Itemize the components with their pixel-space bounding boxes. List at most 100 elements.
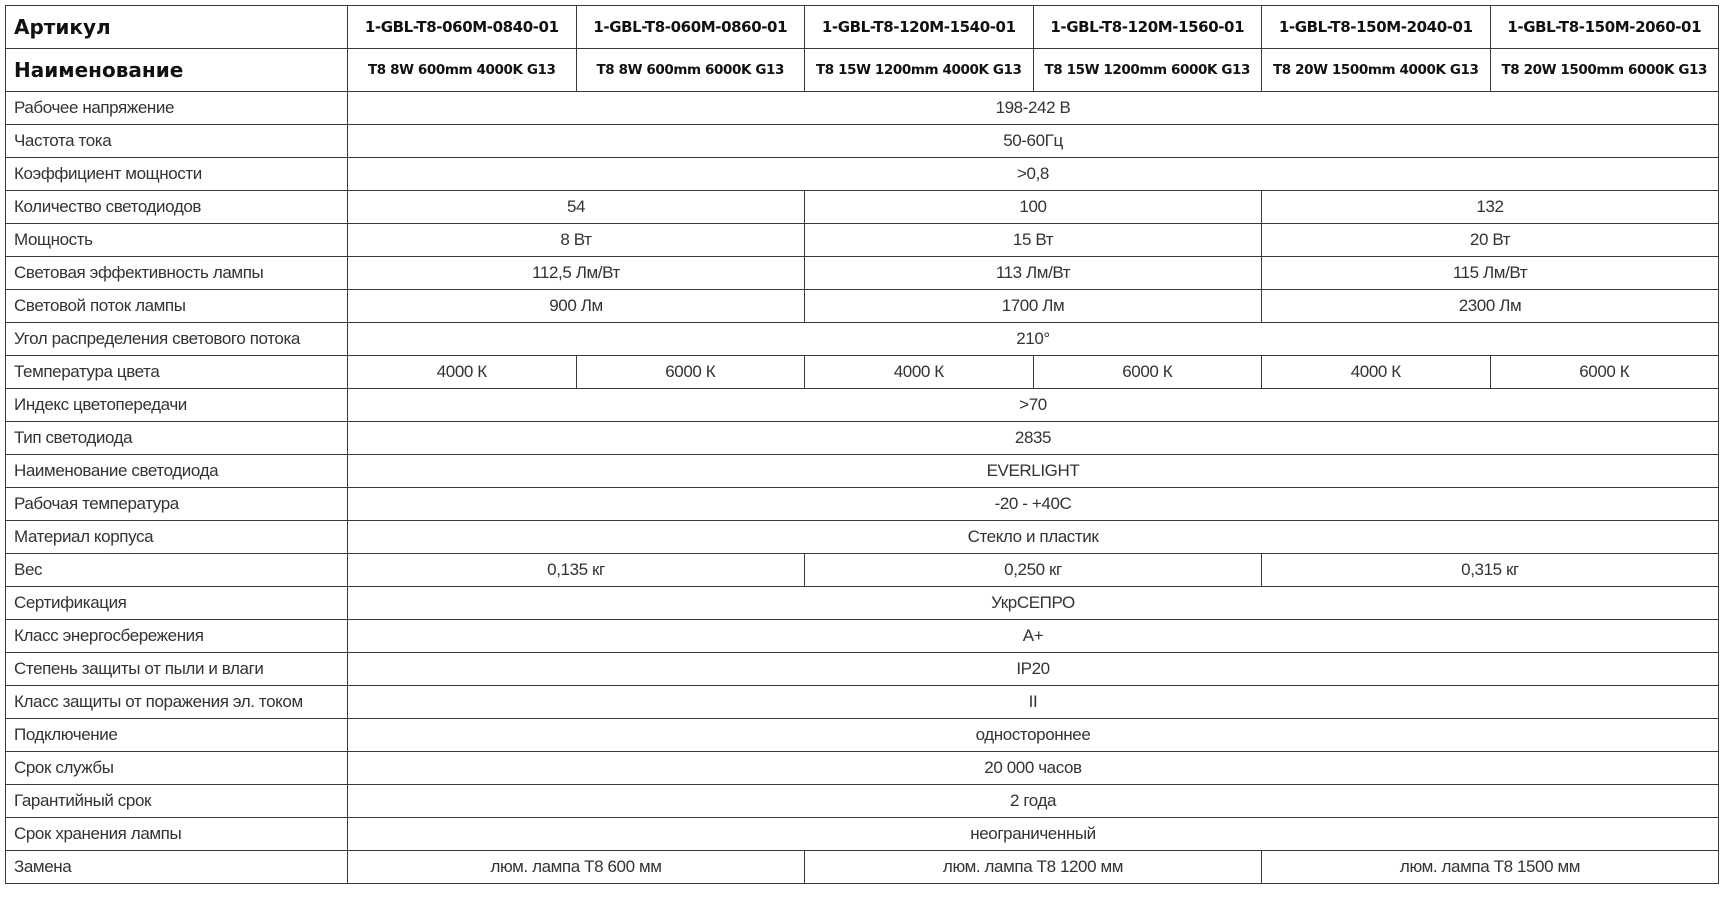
name-cell: T8 15W 1200mm 4000K G13: [804, 48, 1034, 92]
article-cell: 1-GBL-T8-150M-2040-01: [1261, 5, 1491, 49]
value-cell: 4000 К: [347, 355, 577, 389]
value-cell: одностороннее: [347, 718, 1719, 752]
row-label: Класс энергосбережения: [5, 619, 348, 653]
value-cell: IP20: [347, 652, 1719, 686]
name-cell: T8 15W 1200mm 6000K G13: [1032, 48, 1262, 92]
value-cell: 4000 К: [1261, 355, 1491, 389]
name-cell: T8 20W 1500mm 4000K G13: [1261, 48, 1491, 92]
value-cell: люм. лампа Т8 600 мм: [347, 850, 805, 884]
value-cell: 8 Вт: [347, 223, 805, 257]
value-cell: люм. лампа Т8 1500 мм: [1261, 850, 1719, 884]
table-row: Срок хранения лампы неограниченный: [5, 817, 1719, 851]
name-cell: T8 8W 600mm 6000K G13: [575, 48, 805, 92]
value-cell: 54: [347, 190, 805, 224]
table-row: Вес 0,135 кг 0,250 кг 0,315 кг: [5, 553, 1719, 587]
value-cell: 100: [804, 190, 1262, 224]
table-row: Мощность 8 Вт 15 Вт 20 Вт: [5, 223, 1719, 257]
row-label: Гарантийный срок: [5, 784, 348, 818]
article-cell: 1-GBL-T8-120M-1540-01: [804, 5, 1034, 49]
article-cell: 1-GBL-T8-120M-1560-01: [1032, 5, 1262, 49]
value-cell: 2300 Лм: [1261, 289, 1719, 323]
article-row: Артикул 1-GBL-T8-060M-0840-01 1-GBL-T8-06…: [5, 5, 1719, 49]
value-cell: 2835: [347, 421, 1719, 455]
row-label: Коэффициент мощности: [5, 157, 348, 191]
name-row: Наименование T8 8W 600mm 4000K G13 T8 8W …: [5, 48, 1719, 92]
row-label: Рабочее напряжение: [5, 91, 348, 125]
table-row: Коэффициент мощности >0,8: [5, 157, 1719, 191]
row-label: Наименование светодиода: [5, 454, 348, 488]
value-cell: 0,315 кг: [1261, 553, 1719, 587]
table-row: Гарантийный срок 2 года: [5, 784, 1719, 818]
row-label: Степень защиты от пыли и влаги: [5, 652, 348, 686]
value-cell: Стекло и пластик: [347, 520, 1719, 554]
name-cell: T8 8W 600mm 4000K G13: [347, 48, 577, 92]
row-label: Замена: [5, 850, 348, 884]
value-cell: А+: [347, 619, 1719, 653]
value-cell: 6000 К: [575, 355, 805, 389]
spec-table: Артикул 1-GBL-T8-060M-0840-01 1-GBL-T8-06…: [5, 5, 1719, 884]
table-row: Угол распределения светового потока 210°: [5, 322, 1719, 356]
value-cell: 15 Вт: [804, 223, 1262, 257]
value-cell: 2 года: [347, 784, 1719, 818]
table-row: Степень защиты от пыли и влаги IP20: [5, 652, 1719, 686]
table-row: Световой поток лампы 900 Лм 1700 Лм 2300 Лм: [5, 289, 1719, 323]
table-row: Подключение одностороннее: [5, 718, 1719, 752]
table-row: Срок службы 20 000 часов: [5, 751, 1719, 785]
table-row: Сертификация УкрСЕПРО: [5, 586, 1719, 620]
table-row: Класс защиты от поражения эл. током II: [5, 685, 1719, 719]
value-cell: 6000 К: [1032, 355, 1262, 389]
value-cell: 50-60Гц: [347, 124, 1719, 158]
table-row: Замена люм. лампа Т8 600 мм люм. лампа Т8 …: [5, 850, 1719, 884]
value-cell: 132: [1261, 190, 1719, 224]
value-cell: -20 - +40С: [347, 487, 1719, 521]
row-label: Тип светодиода: [5, 421, 348, 455]
table-row: Индекс цветопередачи >70: [5, 388, 1719, 422]
name-label: Наименование: [5, 48, 348, 92]
value-cell: 112,5 Лм/Вт: [347, 256, 805, 290]
article-cell: 1-GBL-T8-060M-0860-01: [575, 5, 805, 49]
value-cell: 198-242 В: [347, 91, 1719, 125]
row-label: Мощность: [5, 223, 348, 257]
value-cell: 0,135 кг: [347, 553, 805, 587]
value-cell: 6000 К: [1489, 355, 1719, 389]
table-row: Частота тока 50-60Гц: [5, 124, 1719, 158]
table-row: Наименование светодиода EVERLIGHT: [5, 454, 1719, 488]
value-cell: 900 Лм: [347, 289, 805, 323]
value-cell: 1700 Лм: [804, 289, 1262, 323]
value-cell: люм. лампа Т8 1200 мм: [804, 850, 1262, 884]
value-cell: 210°: [347, 322, 1719, 356]
table-row: Рабочая температура -20 - +40С: [5, 487, 1719, 521]
table-row: Класс энергосбережения А+: [5, 619, 1719, 653]
table-row: Рабочее напряжение 198-242 В: [5, 91, 1719, 125]
row-label: Срок хранения лампы: [5, 817, 348, 851]
value-cell: УкрСЕПРО: [347, 586, 1719, 620]
name-cell: T8 20W 1500mm 6000K G13: [1489, 48, 1719, 92]
row-label: Частота тока: [5, 124, 348, 158]
table-row: Температура цвета 4000 К 6000 К 4000 К 6000 …: [5, 355, 1719, 389]
value-cell: 20 Вт: [1261, 223, 1719, 257]
table-row: Материал корпуса Стекло и пластик: [5, 520, 1719, 554]
value-cell: II: [347, 685, 1719, 719]
article-cell: 1-GBL-T8-060M-0840-01: [347, 5, 577, 49]
value-cell: >0,8: [347, 157, 1719, 191]
value-cell: 4000 К: [804, 355, 1034, 389]
row-label: Сертификация: [5, 586, 348, 620]
row-label: Подключение: [5, 718, 348, 752]
row-label: Температура цвета: [5, 355, 348, 389]
row-label: Срок службы: [5, 751, 348, 785]
row-label: Количество светодиодов: [5, 190, 348, 224]
article-label: Артикул: [5, 5, 348, 49]
table-row: Тип светодиода 2835: [5, 421, 1719, 455]
row-label: Вес: [5, 553, 348, 587]
table-row: Световая эффективность лампы 112,5 Лм/Вт 1…: [5, 256, 1719, 290]
row-label: Класс защиты от поражения эл. током: [5, 685, 348, 719]
row-label: Материал корпуса: [5, 520, 348, 554]
value-cell: 113 Лм/Вт: [804, 256, 1262, 290]
row-label: Рабочая температура: [5, 487, 348, 521]
article-cell: 1-GBL-T8-150M-2060-01: [1489, 5, 1719, 49]
row-label: Световая эффективность лампы: [5, 256, 348, 290]
row-label: Световой поток лампы: [5, 289, 348, 323]
value-cell: 115 Лм/Вт: [1261, 256, 1719, 290]
value-cell: EVERLIGHT: [347, 454, 1719, 488]
row-label: Угол распределения светового потока: [5, 322, 348, 356]
